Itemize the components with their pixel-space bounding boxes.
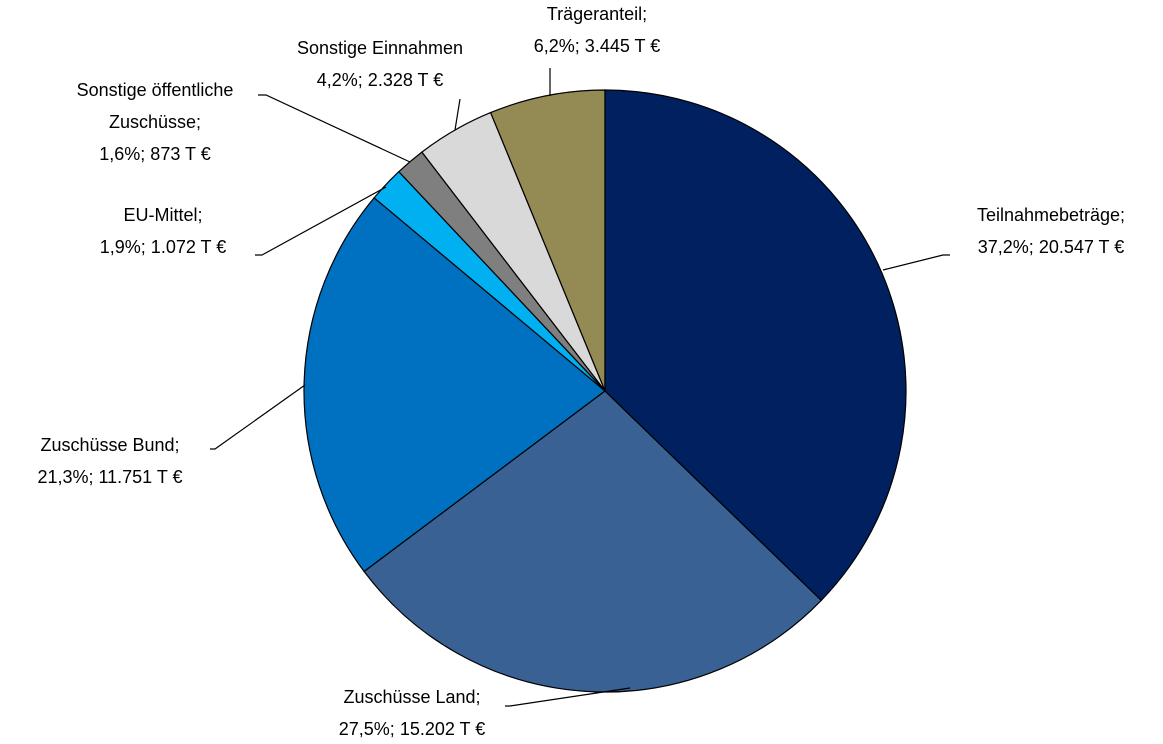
leader-lines: [210, 68, 950, 707]
data-label: Zuschüsse Land; 27,5%; 15.202 T €: [339, 681, 485, 744]
leader-line: [882, 254, 950, 271]
category-label: Zuschüsse Bund;: [40, 435, 180, 455]
value-label: 4,2%; 2.328 T €: [316, 70, 444, 90]
category-label: Sonstige öffentliche Zuschüsse;: [76, 80, 234, 132]
leader-line: [210, 384, 306, 450]
data-label: Teilnahmebeträge; 37,2%; 20.547 T €: [977, 199, 1125, 263]
value-label: 1,6%; 873 T €: [99, 144, 211, 164]
pie-slice: [303, 197, 606, 573]
data-label: Sonstige Einnahmen 4,2%; 2.328 T €: [297, 32, 463, 96]
category-label: Trägeranteil;: [546, 4, 648, 24]
pie-slice: [363, 390, 823, 693]
category-label: Teilnahmebeträge;: [976, 205, 1126, 225]
value-label: 27,5%; 15.202 T €: [338, 719, 486, 739]
leader-line: [255, 186, 387, 256]
value-label: 21,3%; 11.751 T €: [37, 467, 183, 487]
data-label: EU-Mittel; 1,9%; 1.072 T €: [100, 199, 226, 263]
value-label: 6,2%; 3.445 T €: [533, 36, 661, 56]
pie-slice: [604, 89, 907, 602]
leader-line: [454, 98, 461, 131]
category-label: Zuschüsse Land;: [343, 687, 481, 707]
category-label: Sonstige Einnahmen: [296, 38, 464, 58]
data-label: Zuschüsse Bund; 21,3%; 11.751 T €: [37, 429, 182, 493]
leader-line: [258, 94, 411, 163]
value-label: 37,2%; 20.547 T €: [977, 237, 1125, 257]
pie-slice: [489, 89, 606, 392]
leader-line: [505, 687, 631, 707]
data-label: Sonstige öffentliche Zuschüsse; 1,6%; 873…: [40, 74, 270, 170]
value-label: 1,9%; 1.072 T €: [99, 237, 227, 257]
data-label: Trägeranteil; 6,2%; 3.445 T €: [534, 0, 660, 62]
category-label: EU-Mittel;: [123, 205, 203, 225]
